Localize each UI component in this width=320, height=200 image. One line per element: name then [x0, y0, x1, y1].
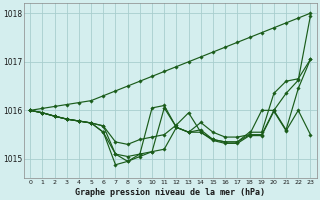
X-axis label: Graphe pression niveau de la mer (hPa): Graphe pression niveau de la mer (hPa) — [75, 188, 265, 197]
